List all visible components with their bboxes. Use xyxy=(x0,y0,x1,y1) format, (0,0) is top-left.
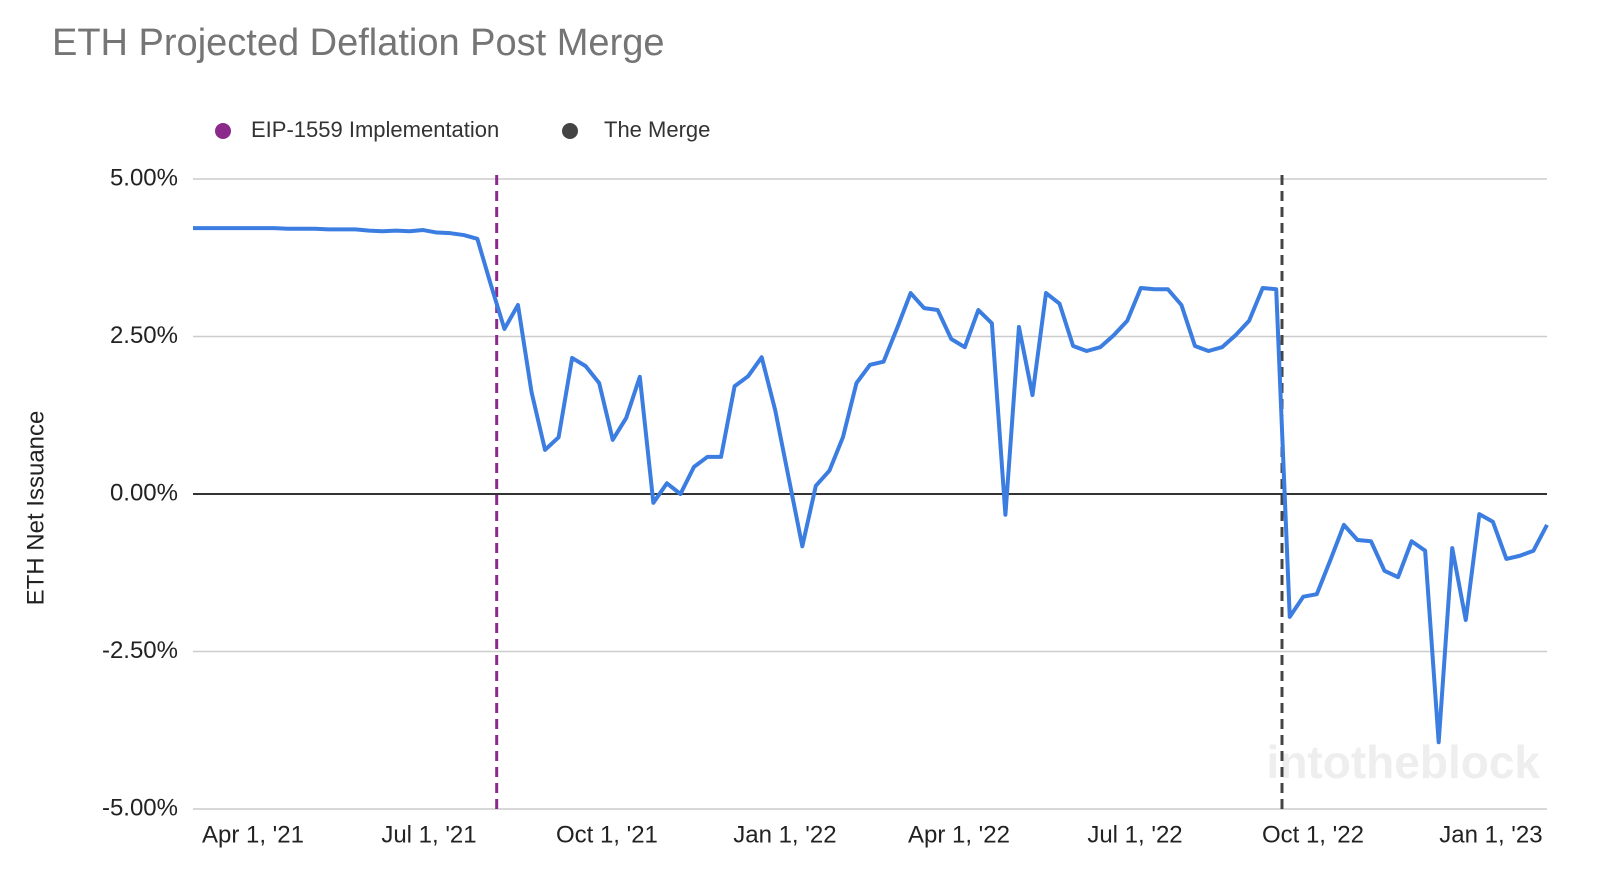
y-tick-label: 5.00% xyxy=(110,164,178,191)
x-tick-label: Apr 1, '21 xyxy=(202,821,304,848)
legend-swatch xyxy=(215,123,231,139)
y-tick-label: 2.50% xyxy=(110,322,178,349)
y-axis-label: ETH Net Issuance xyxy=(22,411,49,606)
x-tick-label: Jul 1, '21 xyxy=(381,821,476,848)
chart-title: ETH Projected Deflation Post Merge xyxy=(52,22,665,64)
y-tick-label: 0.00% xyxy=(110,479,178,506)
y-tick-label: -5.00% xyxy=(102,794,178,821)
legend-label: EIP-1559 Implementation xyxy=(251,117,499,142)
legend-label: The Merge xyxy=(604,117,710,142)
x-tick-label: Apr 1, '22 xyxy=(908,821,1010,848)
watermark: intotheblock xyxy=(1267,736,1541,788)
x-tick-label: Oct 1, '22 xyxy=(1262,821,1364,848)
legend-swatch xyxy=(562,123,578,139)
x-tick-label: Oct 1, '21 xyxy=(556,821,658,848)
x-tick-label: Jan 1, '22 xyxy=(733,821,836,848)
data-line xyxy=(193,226,1549,745)
y-tick-label: -2.50% xyxy=(102,637,178,664)
x-tick-label: Jan 1, '23 xyxy=(1439,821,1542,848)
x-tick-label: Jul 1, '22 xyxy=(1087,821,1182,848)
